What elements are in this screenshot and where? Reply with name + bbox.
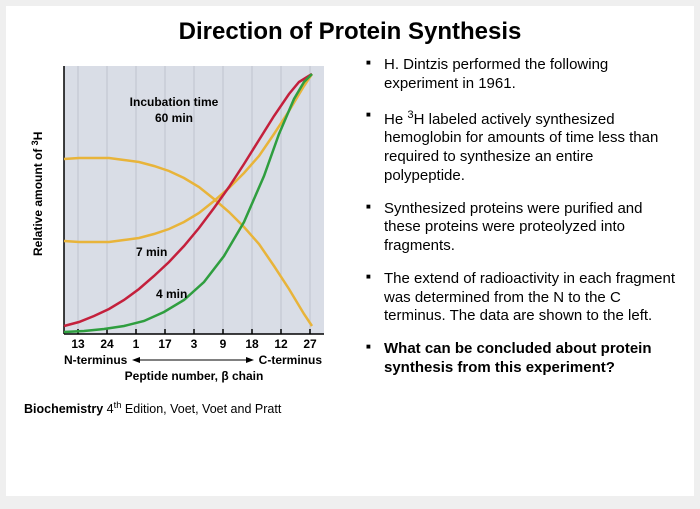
slide-title: Direction of Protein Synthesis <box>24 18 676 46</box>
x-tick-labels: 13 24 1 17 3 9 18 12 27 <box>71 337 317 351</box>
svg-text:17: 17 <box>158 337 172 351</box>
content-row: Incubation time 60 min 7 min 4 min Relat… <box>24 56 676 416</box>
svg-text:24: 24 <box>100 337 114 351</box>
terminus-row: N-terminus C-terminus <box>64 353 322 367</box>
label-4min: 4 min <box>156 287 187 301</box>
bullet-item: He 3H labeled actively synthesized hemog… <box>366 108 676 186</box>
slide: Direction of Protein Synthesis <box>6 6 694 496</box>
x-axis-label: Peptide number, β chain <box>125 369 264 383</box>
bullet-item: The extend of radioactivity in each frag… <box>366 270 676 326</box>
svg-text:3: 3 <box>191 337 198 351</box>
svg-text:N-terminus: N-terminus <box>64 353 128 367</box>
y-axis-label: Relative amount of 3H <box>30 132 45 256</box>
dintzis-chart-overlay: Incubation time 60 min 7 min 4 min Relat… <box>24 56 354 396</box>
bullet-item: Synthesized proteins were purified and t… <box>366 200 676 256</box>
label-60min: 60 min <box>155 111 193 125</box>
chart-container: Incubation time 60 min 7 min 4 min Relat… <box>24 56 354 396</box>
left-column: Incubation time 60 min 7 min 4 min Relat… <box>24 56 354 416</box>
svg-text:13: 13 <box>71 337 85 351</box>
source-caption: Biochemistry 4th Edition, Voet, Voet and… <box>24 400 354 416</box>
label-7min: 7 min <box>136 245 167 259</box>
bullet-list: H. Dintzis performed the following exper… <box>366 56 676 378</box>
svg-text:1: 1 <box>133 337 140 351</box>
svg-text:9: 9 <box>220 337 227 351</box>
svg-text:27: 27 <box>303 337 317 351</box>
bullet-item: H. Dintzis performed the following exper… <box>366 56 676 94</box>
svg-text:12: 12 <box>274 337 288 351</box>
svg-text:C-terminus: C-terminus <box>259 353 323 367</box>
legend-title: Incubation time <box>130 95 219 109</box>
question-bullet: What can be concluded about protein synt… <box>366 340 676 378</box>
svg-text:18: 18 <box>245 337 259 351</box>
right-column: H. Dintzis performed the following exper… <box>366 56 676 416</box>
